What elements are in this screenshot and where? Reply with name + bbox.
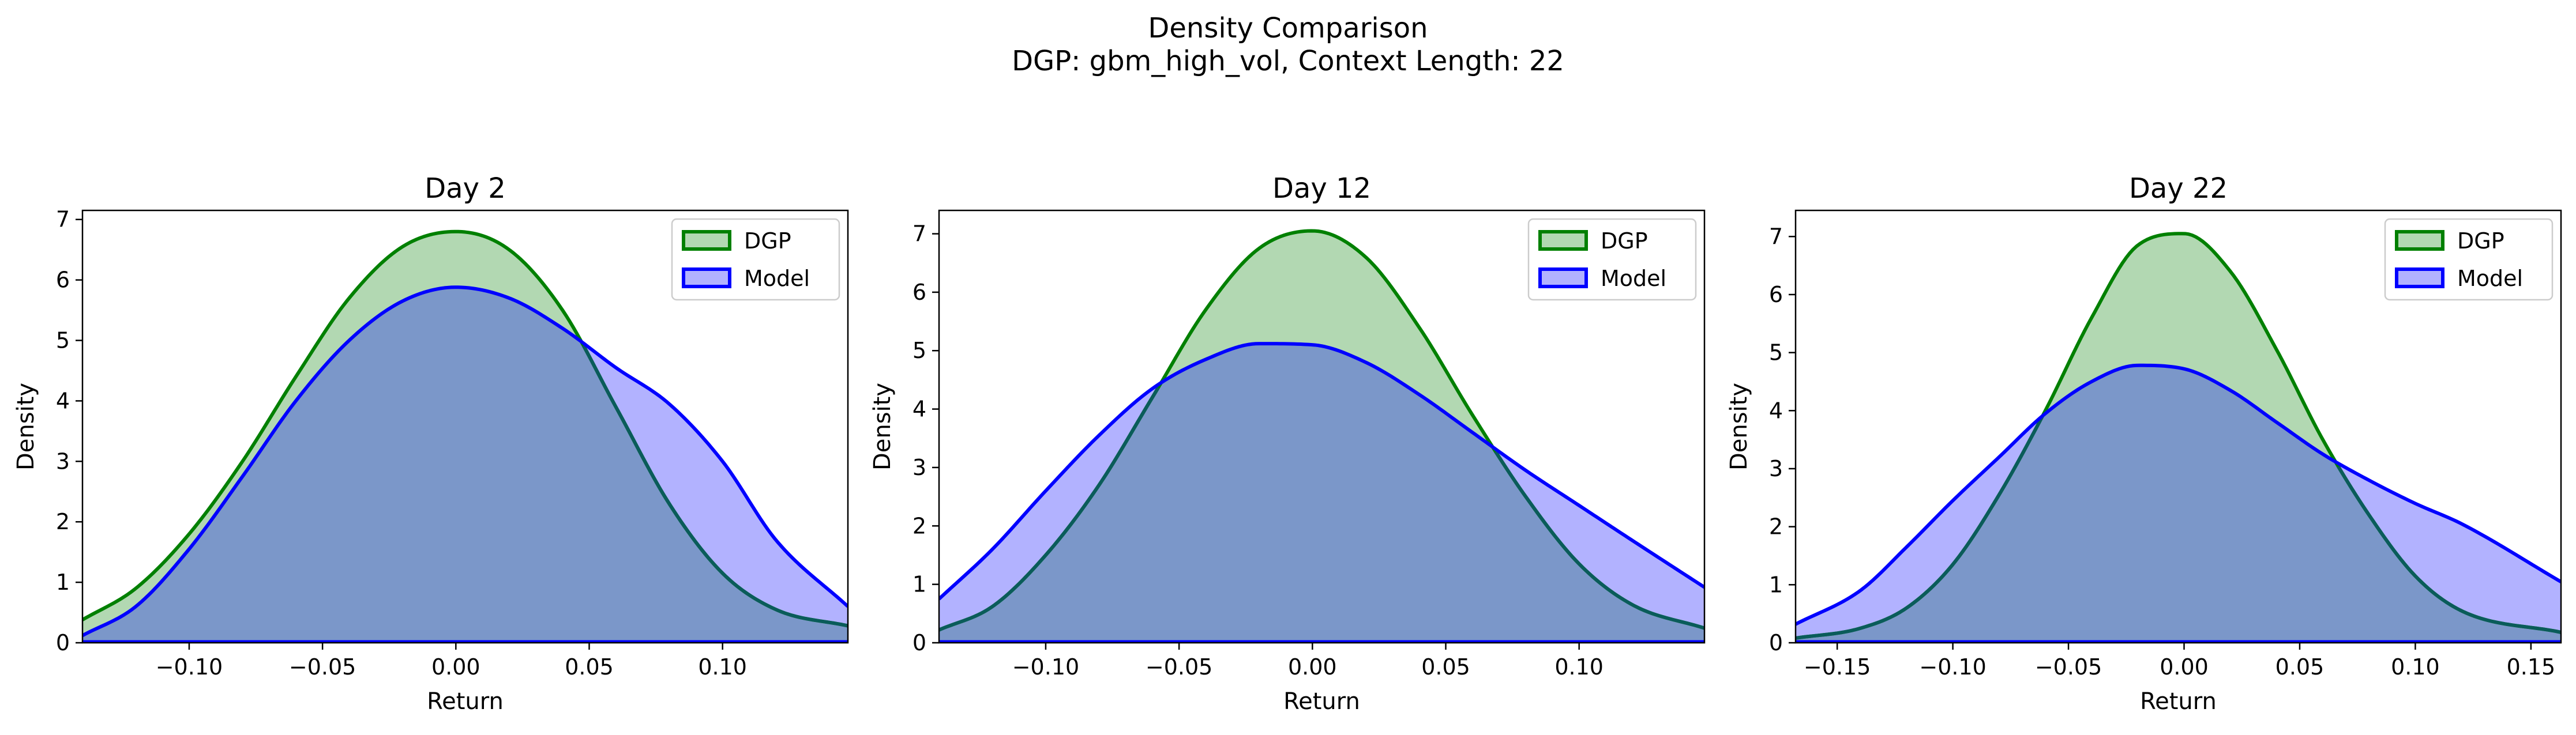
model-density-line (82, 285, 848, 638)
x-axis-label: Return (427, 688, 504, 715)
model-legend-swatch (682, 267, 731, 288)
legend: DGP Model (671, 218, 840, 301)
y-tick-label: 3 (56, 448, 70, 474)
x-tick-label: −0.05 (1146, 654, 1212, 680)
x-tick-label: 0.00 (1288, 654, 1337, 680)
model-legend-label: Model (1601, 266, 1666, 291)
y-tick-label: 4 (913, 397, 926, 422)
y-tick-label: 7 (56, 207, 70, 232)
x-tick-label: −0.05 (289, 654, 356, 680)
y-tick-label: 0 (56, 630, 70, 655)
x-tick-label: 0.10 (1554, 654, 1604, 680)
model-legend-label: Model (744, 266, 810, 291)
y-axis-label: Density (869, 383, 896, 470)
dgp-legend-label: DGP (744, 228, 791, 254)
plot-area (82, 229, 848, 643)
x-tick-label: 0.05 (1421, 654, 1470, 680)
x-axis-label: Return (2140, 688, 2217, 715)
x-tick-label: 0.10 (2391, 654, 2440, 680)
dgp-density-line-overlap (581, 345, 848, 628)
y-tick-label: 7 (1769, 224, 1783, 249)
overlap-density-fill (1796, 365, 2561, 643)
y-tick-label: 2 (913, 513, 926, 538)
overlap-density-fill (939, 344, 1704, 643)
y-tick-label: 2 (56, 509, 70, 534)
dgp-density-line-overlap (1796, 414, 2561, 640)
y-tick-label: 4 (1769, 398, 1783, 423)
axes-frame (938, 209, 1706, 644)
x-tick-label: −0.05 (2035, 654, 2102, 680)
y-tick-label: 4 (56, 388, 70, 413)
y-tick-label: 1 (56, 570, 70, 595)
density-panel-2: Day 12 −0.10 −0.05 0.00 0.05 0.10 0 1 2 3 4 5 6 7 Retu… (869, 172, 1706, 715)
y-tick-label: 6 (913, 280, 926, 305)
model-density-line (1796, 363, 2561, 626)
legend: DGP Model (2384, 218, 2554, 301)
x-tick-label: 0.05 (565, 654, 614, 680)
dgp-legend-label: DGP (1601, 228, 1648, 254)
y-tick-label: 2 (1769, 514, 1783, 540)
x-tick-label: −0.15 (1804, 654, 1871, 680)
y-tick-label: 1 (913, 572, 926, 597)
x-tick-label: 0.00 (431, 654, 480, 680)
y-tick-label: 5 (1769, 340, 1783, 365)
figure-title: Density Comparison (1148, 12, 1428, 44)
x-tick-label: 0.15 (2507, 654, 2556, 680)
x-tick-label: −0.10 (1012, 654, 1079, 680)
legend: DGP Model (1527, 218, 1697, 301)
x-tick-label: 0.10 (698, 654, 747, 680)
axes-frame (1794, 209, 2562, 644)
y-tick-label: 6 (1769, 282, 1783, 307)
dgp-legend-swatch (2395, 230, 2444, 251)
x-tick-label: 0.05 (2275, 654, 2325, 680)
panels-container: Day 2 −0.10 −0.05 0.00 0.05 0.10 0 1 2 3 4 5 6 7 Retur… (13, 172, 2562, 715)
x-tick-label: −0.10 (156, 654, 223, 680)
overlap-density-fill (82, 287, 848, 643)
y-tick-label: 6 (56, 267, 70, 293)
model-legend-label: Model (2457, 266, 2523, 291)
x-axis-label: Return (1283, 688, 1360, 715)
model-density-line (939, 342, 1704, 601)
y-tick-label: 0 (1769, 630, 1783, 655)
panel-title: Day 22 (2129, 172, 2228, 205)
y-tick-label: 3 (1769, 456, 1783, 481)
plot-area (939, 229, 1704, 643)
y-tick-label: 0 (913, 630, 926, 655)
panel-title: Day 2 (425, 172, 506, 205)
y-tick-label: 1 (1769, 572, 1783, 597)
y-tick-label: 5 (56, 328, 70, 353)
axes-frame (81, 209, 849, 644)
model-legend-swatch (2395, 267, 2444, 288)
y-axis-label: Density (13, 383, 39, 470)
plot-area (1796, 232, 2561, 643)
dgp-density-line-overlap (939, 386, 1704, 632)
y-tick-label: 5 (913, 338, 926, 363)
panel-title: Day 12 (1272, 172, 1371, 205)
y-tick-label: 3 (913, 455, 926, 480)
density-panel-3: Day 22 −0.15 −0.10 −0.05 0.00 0.05 0.10 0.15 0 1 2… (1726, 172, 2562, 715)
figure-subtitle: DGP: gbm_high_vol, Context Length: 22 (1012, 45, 1564, 77)
x-tick-label: 0.00 (2160, 654, 2209, 680)
density-panel-1: Day 2 −0.10 −0.05 0.00 0.05 0.10 0 1 2 3 4 5 6 7 Retur… (13, 172, 849, 715)
model-legend-swatch (1538, 267, 1588, 288)
x-tick-label: −0.10 (1919, 654, 1986, 680)
dgp-legend-swatch (1538, 230, 1588, 251)
y-axis-label: Density (1726, 383, 1752, 470)
dgp-legend-label: DGP (2457, 228, 2504, 254)
y-tick-label: 7 (913, 221, 926, 247)
dgp-legend-swatch (682, 230, 731, 251)
